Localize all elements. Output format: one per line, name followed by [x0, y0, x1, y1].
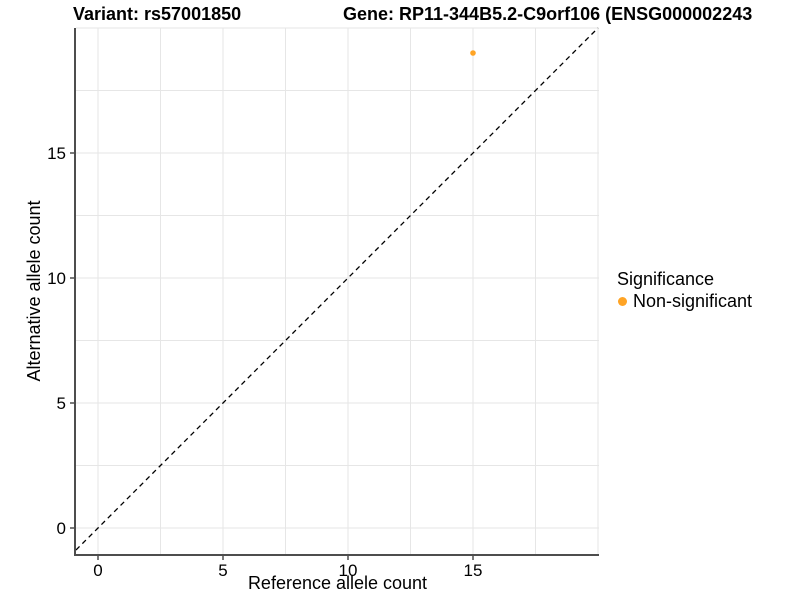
plot-title-gene: Gene: RP11-344B5.2-C9orf106 (ENSG0000022…	[343, 4, 753, 24]
legend: Significance Non-significant	[617, 268, 752, 311]
y-tick-label: 10	[47, 269, 66, 288]
legend-title: Significance	[617, 269, 715, 289]
y-tick-label: 15	[47, 144, 66, 163]
y-tick-label: 5	[57, 394, 66, 413]
legend-item: Non-significant	[617, 291, 752, 311]
plot-title-variant: Variant: rs57001850	[73, 4, 242, 24]
x-tick-label: 15	[464, 561, 483, 580]
legend-item-label: Non-significant	[633, 291, 753, 311]
y-tick-label: 0	[57, 519, 66, 538]
x-tick-label: 0	[93, 561, 102, 580]
legend-point-icon	[618, 296, 627, 306]
identity-line	[75, 27, 599, 551]
x-tick-label: 5	[218, 561, 227, 580]
y-axis-title: Alternative allele count	[24, 200, 44, 382]
data-point	[470, 50, 476, 56]
x-tick-label: 10	[339, 561, 358, 580]
x-axis-title: Reference allele count	[247, 573, 428, 593]
